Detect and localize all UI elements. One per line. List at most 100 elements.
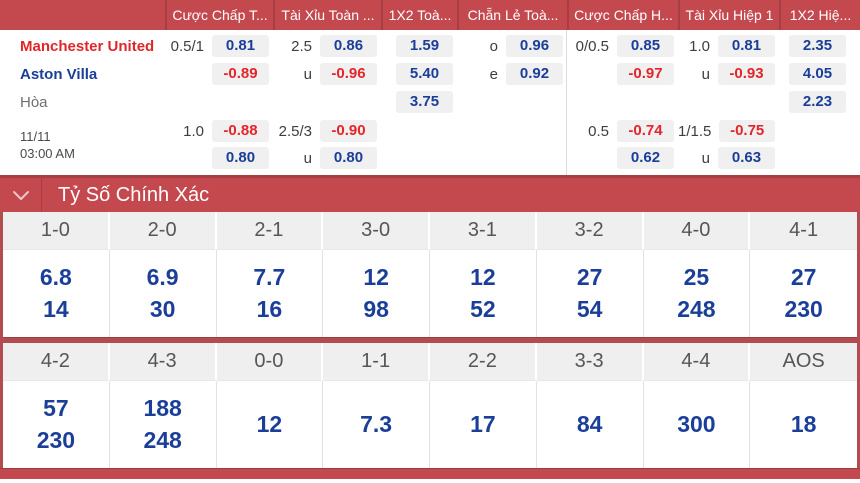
odds-value[interactable]: 3.75 bbox=[396, 91, 453, 113]
score-odds-value: 18 bbox=[790, 411, 817, 437]
odds-cell bbox=[457, 91, 567, 113]
odds-row: 0.80 u 0.80 0.62 u 0.63 bbox=[0, 147, 860, 169]
odds-column-header: Cược Chấp H... bbox=[567, 0, 678, 30]
score-odds-cell[interactable]: 12 bbox=[217, 381, 324, 468]
score-odds-value: 54 bbox=[576, 296, 603, 323]
score-odds-cell[interactable]: 17 bbox=[430, 381, 537, 468]
score-header: 2-2 bbox=[430, 343, 537, 381]
match-datetime: 11/11 03:00 AM bbox=[20, 129, 75, 163]
chevron-down-icon bbox=[12, 190, 29, 200]
score-odds-value: 98 bbox=[363, 296, 389, 323]
odds-row: Hòa 3.75 2.23 bbox=[0, 91, 860, 113]
score-odds-cell[interactable]: 12 52 bbox=[430, 250, 537, 337]
odds-cell: o 0.96 bbox=[457, 35, 567, 57]
odds-value[interactable]: 0.63 bbox=[718, 147, 775, 169]
odds-value[interactable]: 1.59 bbox=[396, 35, 453, 57]
odds-cell bbox=[165, 91, 273, 113]
correct-score-row-2: 4-2 4-3 0-0 1-1 2-2 3-3 4-4 AOS 57 230 188 248 12 7.3… bbox=[3, 343, 857, 468]
correct-score-grid: 1-0 2-0 2-1 3-0 3-1 3-2 4-0 4-1 6.8 14 6.9 30 7.7 16 1… bbox=[0, 212, 860, 468]
odds-value[interactable]: -0.89 bbox=[212, 63, 269, 85]
odds-value[interactable]: -0.96 bbox=[320, 63, 377, 85]
odds-cell: 1/1.5 -0.75 bbox=[678, 120, 779, 142]
odds-value[interactable]: 0.80 bbox=[212, 147, 269, 169]
odds-cell bbox=[779, 147, 860, 169]
odds-cell: -0.97 bbox=[567, 63, 678, 85]
score-odds-cell[interactable]: 6.8 14 bbox=[3, 250, 110, 337]
score-odds-cell[interactable]: 7.7 16 bbox=[217, 250, 324, 337]
score-odds-cell[interactable]: 84 bbox=[537, 381, 644, 468]
match-time: 03:00 AM bbox=[20, 145, 75, 161]
odds-value[interactable]: -0.93 bbox=[718, 63, 775, 85]
odds-cell bbox=[273, 91, 381, 113]
odds-value[interactable]: 0.80 bbox=[320, 147, 377, 169]
home-team-name: Manchester United bbox=[20, 37, 155, 55]
score-header: 3-1 bbox=[430, 212, 537, 250]
score-odds-cell[interactable]: 27 54 bbox=[537, 250, 644, 337]
odds-value[interactable]: 0.81 bbox=[718, 35, 775, 57]
odds-table-header: Cược Chấp T... Tài Xỉu Toàn ... 1X2 Toà...… bbox=[0, 0, 860, 30]
odds-cell: 2.23 bbox=[779, 91, 860, 113]
odds-value[interactable]: 5.40 bbox=[396, 63, 453, 85]
odds-value[interactable]: -0.74 bbox=[617, 120, 674, 142]
odds-value[interactable]: 2.23 bbox=[789, 91, 846, 113]
score-odds-cell[interactable]: 27 230 bbox=[750, 250, 857, 337]
odds-cell: 1.59 bbox=[381, 35, 457, 57]
score-odds-cell[interactable]: 25 248 bbox=[644, 250, 751, 337]
score-header: 3-2 bbox=[536, 212, 644, 250]
odds-value[interactable]: -0.88 bbox=[212, 120, 269, 142]
handicap-label: o bbox=[489, 37, 498, 55]
odds-cell: u 0.63 bbox=[678, 147, 779, 169]
handicap-label: 0/0.5 bbox=[575, 37, 609, 55]
upcoming-odds-rows: 1.0 -0.88 2.5/3 -0.90 0.5 -0.74 1/1.5 -0.75 0.80… bbox=[0, 120, 860, 169]
odds-value[interactable]: 0.96 bbox=[506, 35, 563, 57]
handicap-label: u bbox=[701, 149, 710, 167]
odds-value[interactable]: 0.92 bbox=[506, 63, 563, 85]
score-odds-value: 12 bbox=[470, 263, 496, 290]
score-odds-value: 16 bbox=[256, 296, 283, 323]
odds-value[interactable]: 0.81 bbox=[212, 35, 269, 57]
header-divider bbox=[41, 178, 42, 212]
score-odds-value: 6.9 bbox=[146, 263, 179, 290]
odds-row: 1.0 -0.88 2.5/3 -0.90 0.5 -0.74 1/1.5 -0.75 bbox=[0, 120, 860, 142]
score-odds-cell[interactable]: 7.3 bbox=[323, 381, 430, 468]
odds-value[interactable]: 0.85 bbox=[617, 35, 674, 57]
score-header: 3-3 bbox=[536, 343, 644, 381]
full-time-odds-rows: Manchester United 0.5/1 0.81 2.5 0.86 1.59 o 0.… bbox=[0, 35, 860, 113]
score-odds-value: 84 bbox=[576, 411, 603, 437]
odds-value[interactable]: -0.90 bbox=[320, 120, 377, 142]
odds-cell: 4.05 bbox=[779, 63, 860, 85]
score-odds-value: 230 bbox=[36, 427, 76, 454]
odds-value[interactable]: 0.62 bbox=[617, 147, 674, 169]
score-odds-cell[interactable]: 18 bbox=[750, 381, 857, 468]
odds-cell: 1.0 0.81 bbox=[678, 35, 779, 57]
team-column-header bbox=[0, 0, 165, 30]
odds-cell: 0.80 bbox=[165, 147, 273, 169]
score-odds-value: 12 bbox=[256, 411, 283, 437]
collapse-toggle[interactable] bbox=[0, 178, 41, 212]
odds-value[interactable]: 0.86 bbox=[320, 35, 377, 57]
score-header: 2-1 bbox=[216, 212, 324, 250]
score-header: 4-2 bbox=[3, 343, 110, 381]
score-odds-cell[interactable]: 12 98 bbox=[323, 250, 430, 337]
correct-score-section-header[interactable]: Tỷ Số Chính Xác bbox=[0, 175, 860, 212]
correct-score-row-1: 1-0 2-0 2-1 3-0 3-1 3-2 4-0 4-1 6.8 14 6.9 30 7.7 16 1… bbox=[3, 212, 857, 337]
score-odds-value: 17 bbox=[470, 411, 496, 437]
odds-value[interactable]: 4.05 bbox=[789, 63, 846, 85]
score-odds-cell[interactable]: 6.9 30 bbox=[110, 250, 217, 337]
odds-cell bbox=[381, 147, 457, 169]
score-odds-cell[interactable]: 188 248 bbox=[110, 381, 217, 468]
score-header: AOS bbox=[750, 343, 857, 381]
odds-cell: 0/0.5 0.85 bbox=[567, 35, 678, 57]
score-odds-cell[interactable]: 57 230 bbox=[3, 381, 110, 468]
odds-cell: 5.40 bbox=[381, 63, 457, 85]
section-title: Tỷ Số Chính Xác bbox=[58, 183, 210, 206]
odds-value[interactable]: 2.35 bbox=[789, 35, 846, 57]
odds-value[interactable]: -0.75 bbox=[719, 120, 775, 142]
odds-table-body: Manchester United 0.5/1 0.81 2.5 0.86 1.59 o 0.… bbox=[0, 30, 860, 175]
odds-value[interactable]: -0.97 bbox=[617, 63, 674, 85]
score-odds-cell[interactable]: 300 bbox=[644, 381, 751, 468]
odds-cell bbox=[381, 120, 457, 142]
odds-cell: 2.5/3 -0.90 bbox=[273, 120, 381, 142]
odds-cell bbox=[567, 91, 678, 113]
odds-column-header: Tài Xỉu Hiệp 1 bbox=[678, 0, 779, 30]
